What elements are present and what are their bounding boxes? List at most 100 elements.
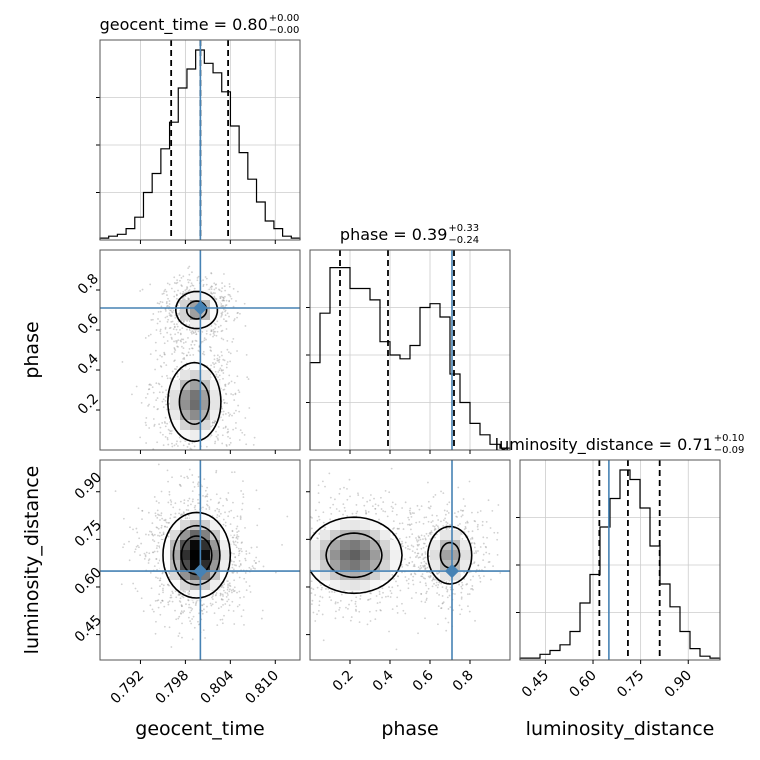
sample-point [384,595,387,598]
sample-point [236,290,239,293]
contour-line [310,516,403,595]
sample-point [408,536,411,538]
sample-point [241,502,244,505]
title-main: geocent_time = 0.80 [100,15,268,35]
sample-point [381,596,383,599]
sample-point [128,559,131,562]
sample-point [175,443,178,445]
sample-point [225,497,228,500]
sample-point [222,296,225,299]
sample-point [302,596,304,598]
sample-point [357,492,359,495]
sample-point [221,311,224,314]
sample-point [226,600,229,603]
sample-point [408,509,411,512]
sample-point [424,567,427,569]
sample-point [159,531,161,534]
sample-point [161,400,164,403]
sample-point [186,475,189,478]
sample-point [488,560,491,563]
sample-point [168,455,170,457]
sample-point [222,589,225,592]
sample-point [139,290,142,292]
sample-point [157,527,160,530]
sample-point [223,496,225,498]
density-cell [330,520,341,531]
sample-point [213,322,216,325]
sample-point [152,418,155,420]
sample-point [132,582,135,585]
sample-point [280,519,282,521]
contour-line [166,361,222,443]
sample-point [381,587,384,590]
sample-point [187,593,190,596]
density-cell [200,530,211,541]
sample-point [241,508,243,511]
density-cell [210,570,221,581]
sample-point [176,375,179,378]
sample-point [224,591,227,594]
sample-point [286,559,288,561]
sample-point [396,575,399,577]
sample-point [424,562,427,565]
sample-point [225,328,228,330]
sample-point [302,553,304,555]
sample-point [440,490,442,493]
sample-point [228,381,231,384]
sample-point [232,588,235,591]
sample-point [181,605,183,607]
sample-point [230,560,233,563]
sample-point [233,564,236,566]
sample-point [419,556,421,559]
sample-point [427,534,430,537]
sample-point [248,552,251,555]
sample-point [426,566,429,569]
sample-point [242,609,245,612]
density-cell [360,580,371,591]
sample-point [192,481,195,484]
sample-point [339,599,342,602]
sample-point [434,528,436,530]
sample-point [166,340,169,342]
sample-point [159,332,162,335]
sample-point [152,610,155,613]
sample-point [191,347,193,350]
sample-point [161,571,164,574]
sample-point [222,318,225,321]
sample-point [180,276,183,279]
sample-point [280,595,282,597]
sample-point [317,492,320,495]
sample-point [396,596,399,599]
sample-point [275,535,277,537]
sample-point [318,518,321,521]
density-cell [200,410,211,421]
sample-point [320,584,322,587]
sample-point [396,605,398,608]
sample-point [424,556,427,559]
sample-point [189,447,192,450]
density-cell [180,310,191,321]
density-cell [310,570,321,581]
sample-point [182,290,185,293]
sample-point [245,589,248,592]
sample-point [216,330,219,333]
sample-point [195,340,198,343]
sample-point [175,328,178,331]
sample-point [221,419,224,422]
sample-point [255,562,258,564]
sample-point [407,587,410,590]
sample-point [210,350,213,352]
sample-point [137,507,140,510]
sample-point [364,509,367,512]
sample-point [218,288,220,291]
sample-point [210,425,213,428]
sample-point [245,550,248,553]
sample-point [281,519,283,521]
density-cell [320,540,331,551]
sample-point [389,589,392,592]
sample-point [321,596,324,599]
sample-point [427,500,430,503]
sample-point [441,602,444,605]
sample-point [232,590,235,593]
sample-point [350,599,353,602]
